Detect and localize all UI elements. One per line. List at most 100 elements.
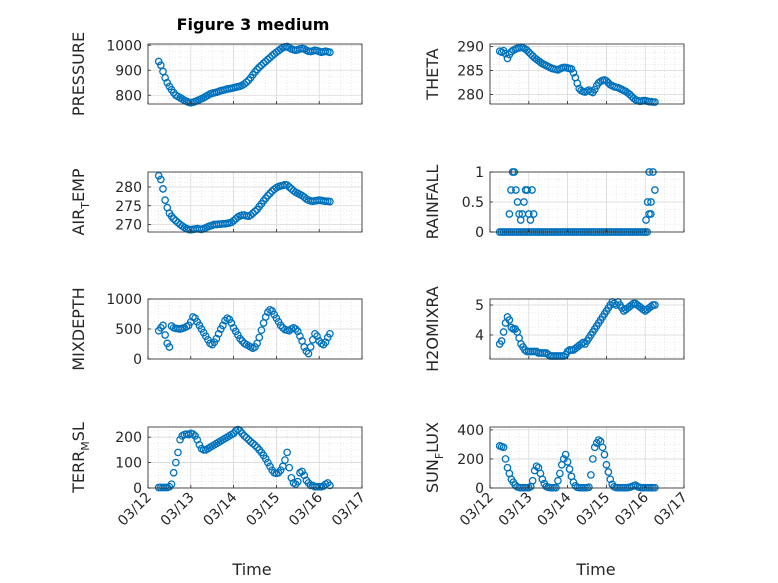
data-point xyxy=(259,59,268,68)
data-point xyxy=(167,480,176,489)
data-point xyxy=(321,338,330,347)
axes-box xyxy=(147,171,363,233)
y-tick-label: 400 xyxy=(457,423,484,439)
x-tick-label: 03/15 xyxy=(243,490,283,530)
x-tick-label: 03/14 xyxy=(201,489,241,529)
data-point xyxy=(214,329,223,338)
data-point xyxy=(523,46,531,55)
data-point xyxy=(167,322,176,330)
y-tick-label: 800 xyxy=(115,88,142,104)
data-point xyxy=(526,216,535,224)
data-point xyxy=(263,308,272,317)
data-point xyxy=(602,460,611,469)
y-tick-label: 200 xyxy=(457,452,484,468)
data-point xyxy=(647,302,655,311)
data-point xyxy=(326,329,334,338)
data-point xyxy=(604,468,613,476)
data-point xyxy=(285,463,294,472)
data-point xyxy=(156,323,165,332)
y-tick-label: 900 xyxy=(115,63,142,79)
data-point xyxy=(326,197,334,206)
data-point xyxy=(261,313,270,321)
y-tick-label: 0.5 xyxy=(462,195,484,211)
data-point xyxy=(588,455,597,463)
data-point xyxy=(590,443,599,452)
x-tick-label: 03/16 xyxy=(612,489,652,529)
x-tick-label: 03/17 xyxy=(329,490,369,530)
data-point xyxy=(154,171,163,180)
y-tick-label: 270 xyxy=(115,218,142,234)
data-point xyxy=(647,198,655,206)
data-point xyxy=(499,443,508,452)
y-tick-label: 285 xyxy=(457,63,484,79)
figure-title: Figure 3 medium xyxy=(177,15,330,34)
y-axis-label-subscript: F xyxy=(433,453,446,459)
data-point xyxy=(212,334,221,343)
data-point xyxy=(579,338,587,347)
data-point xyxy=(520,198,528,206)
y-tick-label: 1000 xyxy=(106,38,142,54)
data-point xyxy=(528,186,536,194)
data-point xyxy=(169,468,178,477)
y-axis-label-rest: SL xyxy=(69,422,88,441)
data-point xyxy=(585,483,593,492)
data-point xyxy=(594,79,603,87)
data-point xyxy=(176,435,184,444)
x-axis-label-right: Time xyxy=(575,560,615,579)
data-point xyxy=(651,186,659,194)
data-point xyxy=(602,77,611,85)
data-point xyxy=(261,454,270,463)
data-point xyxy=(229,216,238,225)
data-point xyxy=(625,90,634,99)
data-point xyxy=(276,321,285,330)
data-point xyxy=(555,469,564,478)
y-axis-label: AIRTEMP xyxy=(69,168,92,235)
x-tick-label: 03/14 xyxy=(535,489,575,529)
data-point xyxy=(242,78,251,87)
data-point xyxy=(503,54,512,63)
data-point xyxy=(161,196,169,204)
y-tick-label: 5 xyxy=(475,298,484,314)
x-tick-label: 03/13 xyxy=(496,490,536,530)
subplot-2: 280 285 290 THETA xyxy=(423,39,685,106)
y-tick-label: 200 xyxy=(115,430,142,446)
y-tick-label: 1 xyxy=(475,165,484,181)
data-point xyxy=(283,181,291,189)
axes-box xyxy=(147,426,363,489)
data-point xyxy=(497,337,506,345)
data-point xyxy=(499,328,508,336)
y-axis-label-main: TERR xyxy=(69,451,88,494)
data-point xyxy=(554,476,562,485)
y-axis-label-rest: LUX xyxy=(423,422,442,453)
data-point xyxy=(647,210,655,218)
data-point xyxy=(255,333,264,342)
data-point xyxy=(263,191,272,200)
data-point xyxy=(507,323,516,332)
y-axis-label-subscript: T xyxy=(79,202,92,210)
y-axis-label: H2OMIXRA xyxy=(423,286,442,372)
data-point xyxy=(642,216,650,224)
data-point xyxy=(538,475,547,484)
data-point xyxy=(261,57,270,66)
data-point xyxy=(594,436,603,444)
data-point xyxy=(507,47,516,56)
data-point xyxy=(563,458,572,466)
x-tick-label: 03/17 xyxy=(651,490,691,530)
data-point xyxy=(240,80,249,88)
data-point xyxy=(326,481,334,490)
data-point xyxy=(302,347,311,356)
data-point xyxy=(165,343,174,351)
data-point xyxy=(304,349,313,358)
y-tick-label: 290 xyxy=(457,39,484,55)
data-point xyxy=(257,326,266,335)
subplot-5: 0 500 1000 MIXDEPTH xyxy=(69,287,363,371)
data-point xyxy=(219,321,227,330)
axes-box xyxy=(489,426,685,489)
subplot-6: 4 5 H2OMIXRA xyxy=(423,286,685,372)
y-tick-label: 100 xyxy=(115,456,142,472)
data-point xyxy=(171,216,180,225)
y-tick-label: 0 xyxy=(475,481,484,497)
